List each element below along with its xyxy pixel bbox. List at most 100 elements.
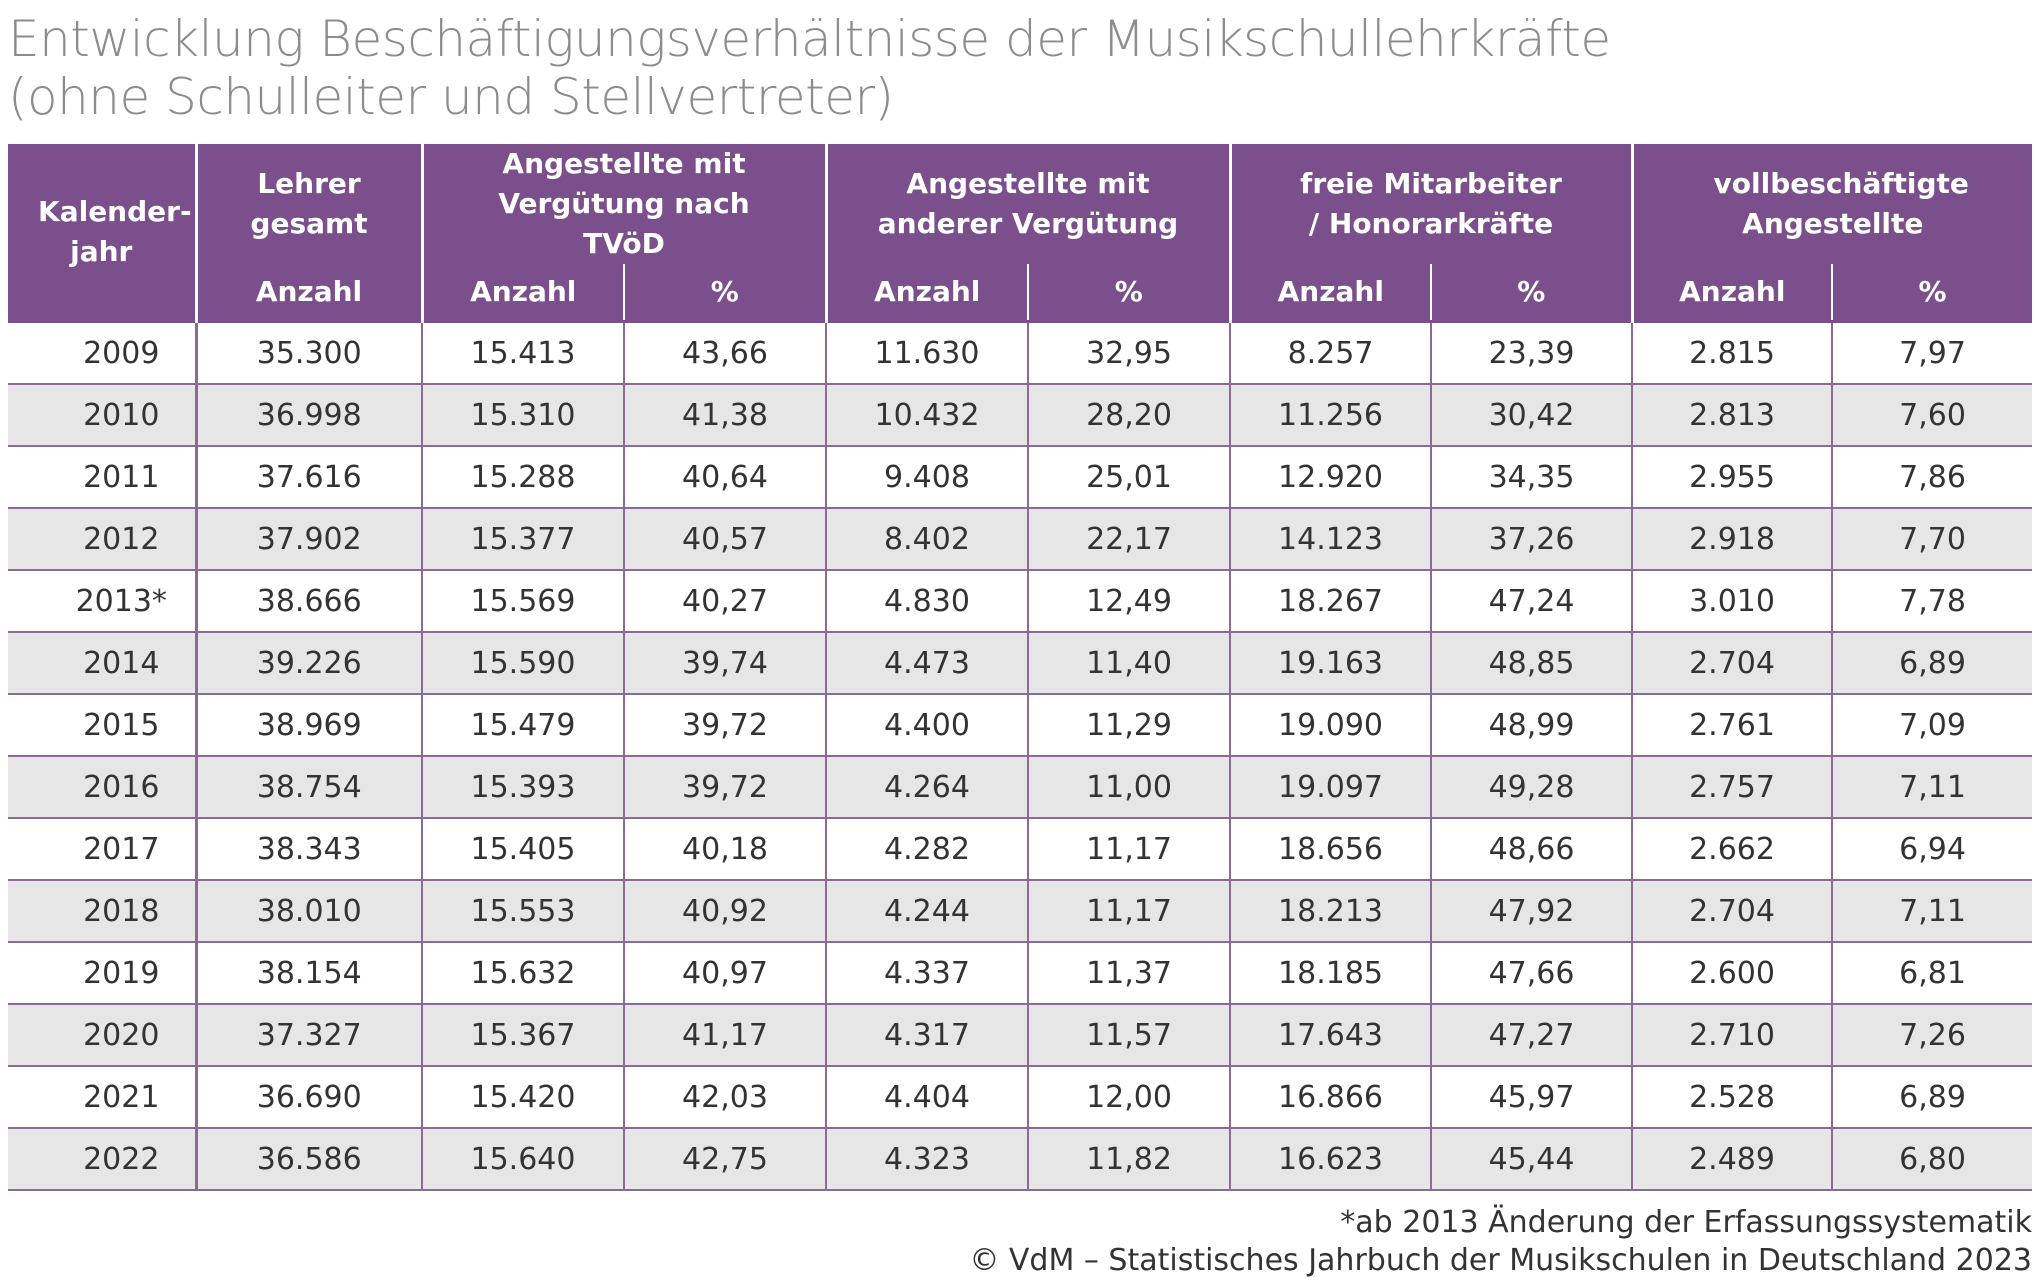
cell-fulltime-count: 2.918 (1631, 508, 1833, 571)
cell-freelance-count: 19.097 (1229, 756, 1432, 819)
cell-tvoed-count: 15.377 (421, 508, 624, 571)
subheader-count: Anzahl (1630, 264, 1833, 322)
cell-freelance-count: 11.256 (1229, 384, 1432, 447)
cell-freelance-count: 12.920 (1229, 446, 1432, 509)
cell-fulltime-percent: 6,81 (1831, 942, 2033, 1005)
cell-other-percent: 11,17 (1026, 818, 1231, 881)
header-group-freelance: freie Mitarbeiter / Honorarkräfte (1228, 144, 1633, 264)
cell-other-percent: 11,57 (1026, 1004, 1231, 1067)
cell-fulltime-percent: 7,86 (1831, 446, 2033, 509)
cell-fulltime-count: 2.813 (1631, 384, 1833, 447)
cell-fulltime-count: 2.710 (1631, 1004, 1833, 1067)
cell-other-count: 4.282 (825, 818, 1028, 881)
cell-year: 2009 (8, 320, 198, 385)
cell-freelance-count: 17.643 (1229, 1004, 1432, 1067)
cell-other-count: 4.323 (825, 1128, 1028, 1191)
cell-year: 2014 (8, 632, 198, 695)
cell-other-count: 4.244 (825, 880, 1028, 943)
cell-tvoed-percent: 40,57 (623, 508, 826, 571)
table-row: 2017 38.343 15.405 40,18 4.282 11,17 18.656 48,… (8, 818, 2033, 881)
header-group-tvoed: Angestellte mit Vergütung nach TVöD (420, 144, 826, 264)
cell-teachers-total: 39.226 (195, 632, 422, 695)
cell-fulltime-count: 2.528 (1631, 1066, 1833, 1129)
table-row: 2020 37.327 15.367 41,17 4.317 11,57 17.643 47,… (8, 1004, 2033, 1067)
cell-freelance-percent: 47,27 (1430, 1004, 1633, 1067)
page-title: Entwicklung Beschäftigungsverhältnisse d… (8, 10, 1611, 126)
header-group-fulltime: vollbeschäftigte Angestellte (1630, 144, 2033, 264)
table-row: 2011 37.616 15.288 40,64 9.408 25,01 12.920 34,… (8, 446, 2033, 509)
cell-fulltime-count: 2.704 (1631, 632, 1833, 695)
cell-freelance-percent: 45,44 (1430, 1128, 1633, 1191)
cell-other-percent: 11,17 (1026, 880, 1231, 943)
cell-year: 2010 (8, 384, 198, 447)
cell-freelance-count: 16.866 (1229, 1066, 1432, 1129)
cell-year: 2013* (8, 570, 198, 633)
cell-other-percent: 11,00 (1026, 756, 1231, 819)
cell-tvoed-percent: 40,97 (623, 942, 826, 1005)
cell-tvoed-percent: 39,72 (623, 756, 826, 819)
cell-year: 2018 (8, 880, 198, 943)
cell-other-percent: 11,82 (1026, 1128, 1231, 1191)
employment-table: Kalender-jahr Lehrer gesamt Angestellte … (8, 144, 2033, 1191)
footnote: *ab 2013 Änderung der Erfassungssystemat… (1340, 1205, 2032, 1240)
cell-fulltime-count: 2.815 (1631, 320, 1833, 385)
table-row: 2009 35.300 15.413 43,66 11.630 32,95 8.257 23,… (8, 320, 2033, 385)
cell-tvoed-count: 15.553 (421, 880, 624, 943)
cell-freelance-percent: 47,92 (1430, 880, 1633, 943)
cell-tvoed-count: 15.393 (421, 756, 624, 819)
subheader-percent: % (1026, 264, 1231, 322)
cell-year: 2011 (8, 446, 198, 509)
cell-other-percent: 12,49 (1026, 570, 1231, 633)
cell-fulltime-percent: 7,60 (1831, 384, 2033, 447)
cell-teachers-total: 37.327 (195, 1004, 422, 1067)
cell-tvoed-count: 15.288 (421, 446, 624, 509)
cell-freelance-count: 14.123 (1229, 508, 1432, 571)
cell-teachers-total: 38.754 (195, 756, 422, 819)
cell-fulltime-count: 2.600 (1631, 942, 1833, 1005)
cell-fulltime-percent: 6,89 (1831, 1066, 2033, 1129)
cell-fulltime-percent: 7,70 (1831, 508, 2033, 571)
cell-other-percent: 22,17 (1026, 508, 1231, 571)
subheader-percent: % (1831, 264, 2033, 322)
header-year: Kalender-jahr (8, 144, 196, 322)
footer: *ab 2013 Änderung der Erfassungssystemat… (969, 1204, 2032, 1280)
cell-freelance-percent: 45,97 (1430, 1066, 1633, 1129)
table-row: 2019 38.154 15.632 40,97 4.337 11,37 18.185 47,… (8, 942, 2033, 1005)
cell-freelance-percent: 37,26 (1430, 508, 1633, 571)
cell-freelance-percent: 48,85 (1430, 632, 1633, 695)
table-row: 2014 39.226 15.590 39,74 4.473 11,40 19.163 48,… (8, 632, 2033, 695)
cell-teachers-total: 36.690 (195, 1066, 422, 1129)
cell-teachers-total: 36.998 (195, 384, 422, 447)
cell-tvoed-count: 15.569 (421, 570, 624, 633)
subheader-percent: % (1430, 264, 1633, 322)
cell-freelance-percent: 47,24 (1430, 570, 1633, 633)
cell-tvoed-percent: 39,74 (623, 632, 826, 695)
cell-fulltime-count: 2.757 (1631, 756, 1833, 819)
table-row: 2021 36.690 15.420 42,03 4.404 12,00 16.866 45,… (8, 1066, 2033, 1129)
cell-year: 2015 (8, 694, 198, 757)
cell-tvoed-count: 15.310 (421, 384, 624, 447)
cell-freelance-count: 18.656 (1229, 818, 1432, 881)
table-row: 2015 38.969 15.479 39,72 4.400 11,29 19.090 48,… (8, 694, 2033, 757)
cell-teachers-total: 38.343 (195, 818, 422, 881)
cell-freelance-percent: 34,35 (1430, 446, 1633, 509)
cell-freelance-count: 19.163 (1229, 632, 1432, 695)
cell-tvoed-count: 15.420 (421, 1066, 624, 1129)
subheader-percent: % (623, 264, 826, 322)
header-group-other-pay: Angestellte mit anderer Vergütung (824, 144, 1231, 264)
cell-other-percent: 32,95 (1026, 320, 1231, 385)
table-row: 2012 37.902 15.377 40,57 8.402 22,17 14.123 37,… (8, 508, 2033, 571)
cell-year: 2021 (8, 1066, 198, 1129)
cell-freelance-percent: 23,39 (1430, 320, 1633, 385)
cell-fulltime-count: 2.704 (1631, 880, 1833, 943)
cell-teachers-total: 38.969 (195, 694, 422, 757)
cell-other-percent: 11,37 (1026, 942, 1231, 1005)
cell-other-percent: 11,40 (1026, 632, 1231, 695)
cell-other-percent: 11,29 (1026, 694, 1231, 757)
cell-fulltime-count: 2.761 (1631, 694, 1833, 757)
cell-tvoed-percent: 39,72 (623, 694, 826, 757)
title-line-1: Entwicklung Beschäftigungsverhältnisse d… (8, 10, 1611, 68)
cell-teachers-total: 36.586 (195, 1128, 422, 1191)
cell-other-count: 4.264 (825, 756, 1028, 819)
cell-other-count: 9.408 (825, 446, 1028, 509)
